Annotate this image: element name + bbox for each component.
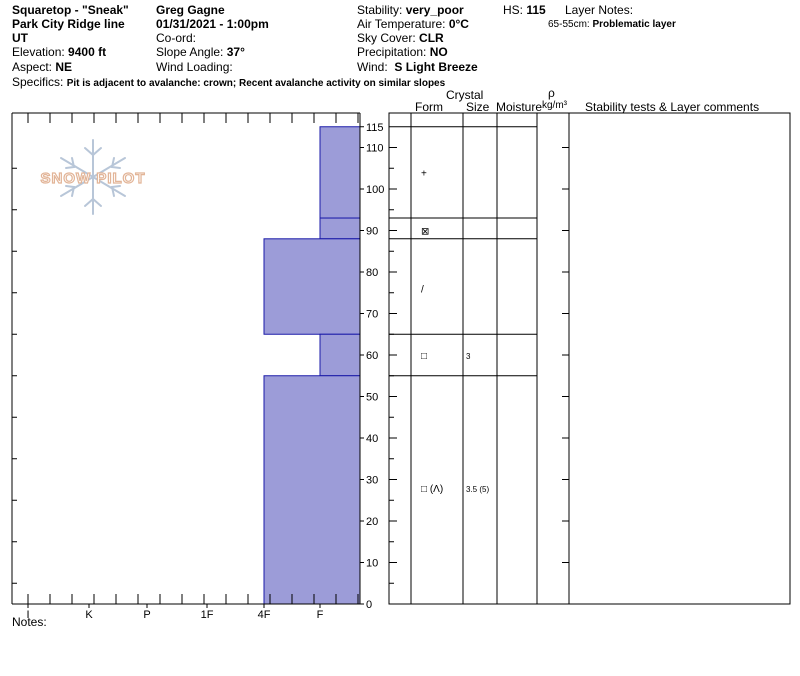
col-crystal: Crystal [446,88,484,102]
hardness-bar-2 [263,238,361,335]
col-comments: Stability tests & Layer comments [585,100,760,114]
air-temp-label: Air Temperature: [357,17,446,31]
col-density-unit: kg/m³ [542,100,567,111]
y-axis-tick-label: 90 [366,226,378,238]
aspect-label: Aspect: [12,60,53,74]
sky-value: CLR [419,31,444,45]
y-axis-tick-label: 100 [366,184,384,196]
grain-form-2: / [421,285,424,296]
y-axis-tick-label: 110 [366,143,384,155]
hardness-bar-0 [319,126,361,219]
y-axis-tick-label: 0 [366,599,372,611]
y-axis-tick-label: 115 [366,122,384,134]
y-axis-tick-label: 50 [366,392,378,404]
stability-label: Stability: [357,3,403,17]
slope: Slope Angle: 37° [156,45,245,59]
y-axis-tick-label: 10 [366,558,378,570]
datetime: 01/31/2021 - 1:00pm [156,17,269,31]
y-axis-tick-label: 70 [366,309,378,321]
snowflake-icon [60,139,126,215]
grain-form-0: + [421,168,427,179]
elevation-label: Elevation: [12,45,65,59]
layer-note: 65-55cm: Problematic layer [548,18,676,32]
layer-table-frame [388,112,791,605]
x-axis-tick-label: 4F [258,609,271,621]
x-axis-tick-label: 1F [201,609,214,621]
observer: Greg Gagne [156,3,225,17]
hs-label: HS: [503,3,524,17]
snowpilot-watermark: SNOW PILOT [40,139,146,215]
hs: HS: 115 [503,3,546,17]
y-axis-tick-label: 60 [366,350,378,362]
slope-label: Slope Angle: [156,45,224,59]
col-form: Form [415,100,443,114]
layer-note-text: Problematic layer [592,19,676,30]
col-size: Size [466,100,490,114]
air-temp: Air Temperature: 0°C [357,17,469,31]
precip-value: NO [429,45,448,59]
wind-label: Wind: [357,60,388,74]
y-axis-tick-label: 20 [366,516,378,528]
elevation: Elevation: 9400 ft [12,45,106,59]
x-axis-tick-label: P [143,609,150,621]
layer-notes-label: Layer Notes: [565,3,634,17]
aspect: Aspect: NE [12,60,72,74]
state: UT [12,31,28,45]
elevation-value: 9400 ft [68,45,107,59]
sky-cover: Sky Cover: CLR [357,31,444,45]
air-temp-value: 0°C [448,17,469,31]
hardness-bar-3 [319,333,361,377]
y-axis-tick-label: 80 [366,267,378,279]
sky-label: Sky Cover: [357,31,416,45]
y-axis-tick-label: 30 [366,475,378,487]
col-rho: ρ [548,86,555,100]
precip-label: Precipitation: [357,45,427,59]
wind: Wind: S Light Breeze [357,60,478,74]
precipitation: Precipitation: NO [357,45,448,59]
x-axis-tick-label: K [85,609,93,621]
grain-size-3: 3 [466,352,471,361]
grain-size-4: 3.5 (5) [466,485,489,494]
wind-loading-label: Wind Loading: [156,60,233,74]
specifics: Specifics: Pit is adjacent to avalanche:… [12,75,445,91]
stability: Stability: very_poor [357,3,464,17]
slope-value: 37° [226,45,245,59]
grain-form-3: □ [421,351,427,362]
x-axis-tick-label: F [317,609,324,621]
hs-value: 115 [526,3,546,17]
layer-note-range: 65-55cm: [548,19,590,30]
coord-label: Co-ord: [156,31,197,45]
watermark-text: SNOW PILOT [41,170,146,187]
x-axis-tick-label: I [26,609,29,621]
specifics-value: Pit is adjacent to avalanche: crown; Rec… [66,78,446,89]
col-moisture: Moisture [496,100,543,114]
hardness-bar-1 [319,217,361,240]
specifics-label: Specifics: [12,75,64,89]
y-axis-tick-label: 40 [366,433,378,445]
notes-label: Notes: [12,615,47,629]
location-name: Squaretop - "Sneak" [12,3,129,17]
wind-value: S Light Breeze [394,60,478,74]
stability-value: very_poor [405,3,464,17]
grain-form-4: □ (Λ) [421,484,443,495]
grain-form-1: ⊠ [421,227,429,238]
aspect-value: NE [55,60,73,74]
sub-location: Park City Ridge line [12,17,125,31]
hardness-bar-4 [263,375,361,605]
